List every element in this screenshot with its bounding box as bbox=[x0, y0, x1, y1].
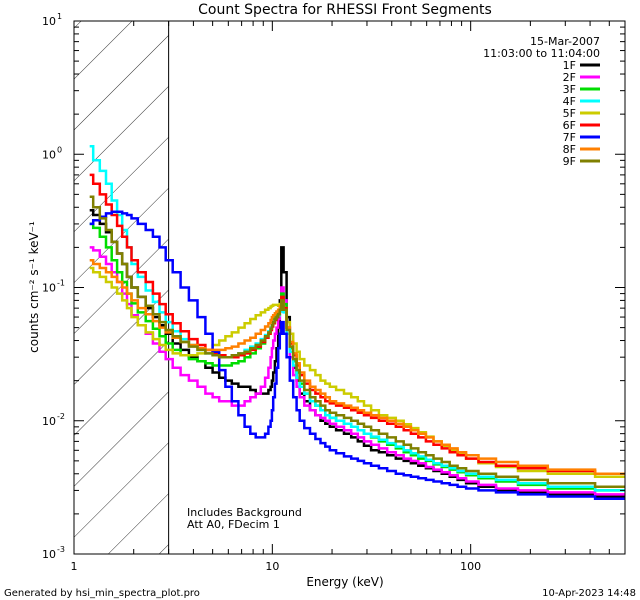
attenuator-annotation: Att A0, FDecim 1 bbox=[187, 518, 280, 531]
legend-label-3F: 3F bbox=[563, 83, 576, 96]
background-annotation: Includes Background bbox=[187, 506, 302, 519]
y-tick-exponent: 0 bbox=[57, 145, 62, 154]
date-annotation: 15-Mar-2007 bbox=[530, 35, 600, 48]
time-range-annotation: 11:03:00 to 11:04:00 bbox=[483, 47, 600, 60]
legend-label-6F: 6F bbox=[563, 119, 576, 132]
legend-label-2F: 2F bbox=[563, 71, 576, 84]
series-line-5F bbox=[89, 266, 625, 478]
y-tick-label: 10 bbox=[42, 282, 56, 295]
footer-generator: Generated by hsi_min_spectra_plot.pro bbox=[4, 588, 200, 599]
y-tick-label: 10 bbox=[42, 15, 56, 28]
x-tick-label: 10 bbox=[265, 560, 279, 573]
y-tick-label: 10 bbox=[42, 148, 56, 161]
series-line-1F bbox=[89, 208, 625, 498]
y-tick-exponent: -2 bbox=[57, 412, 65, 421]
x-tick-label: 1 bbox=[71, 560, 78, 573]
legend-label-9F: 9F bbox=[563, 155, 576, 168]
legend-label-8F: 8F bbox=[563, 143, 576, 156]
legend-label-1F: 1F bbox=[563, 59, 576, 72]
y-axis-label: counts cm⁻² s⁻¹ keV⁻¹ bbox=[27, 221, 41, 353]
series-line-7F bbox=[89, 210, 625, 500]
footer-timestamp: 10-Apr-2023 14:48 bbox=[542, 588, 636, 599]
y-tick-label: 10 bbox=[42, 415, 56, 428]
y-tick-exponent: -1 bbox=[57, 279, 65, 288]
legend-label-4F: 4F bbox=[563, 95, 576, 108]
y-tick-exponent: -3 bbox=[57, 545, 65, 554]
x-axis-label: Energy (keV) bbox=[306, 575, 383, 589]
chart-title: Count Spectra for RHESSI Front Segments bbox=[198, 2, 492, 18]
series-line-3F bbox=[89, 222, 625, 492]
y-tick-label: 10 bbox=[42, 548, 56, 561]
y-tick-exponent: 1 bbox=[57, 12, 62, 21]
legend-label-5F: 5F bbox=[563, 107, 576, 120]
series-group bbox=[89, 144, 625, 500]
legend-label-7F: 7F bbox=[563, 131, 576, 144]
series-line-9F bbox=[89, 195, 625, 488]
x-tick-label: 100 bbox=[460, 560, 481, 573]
